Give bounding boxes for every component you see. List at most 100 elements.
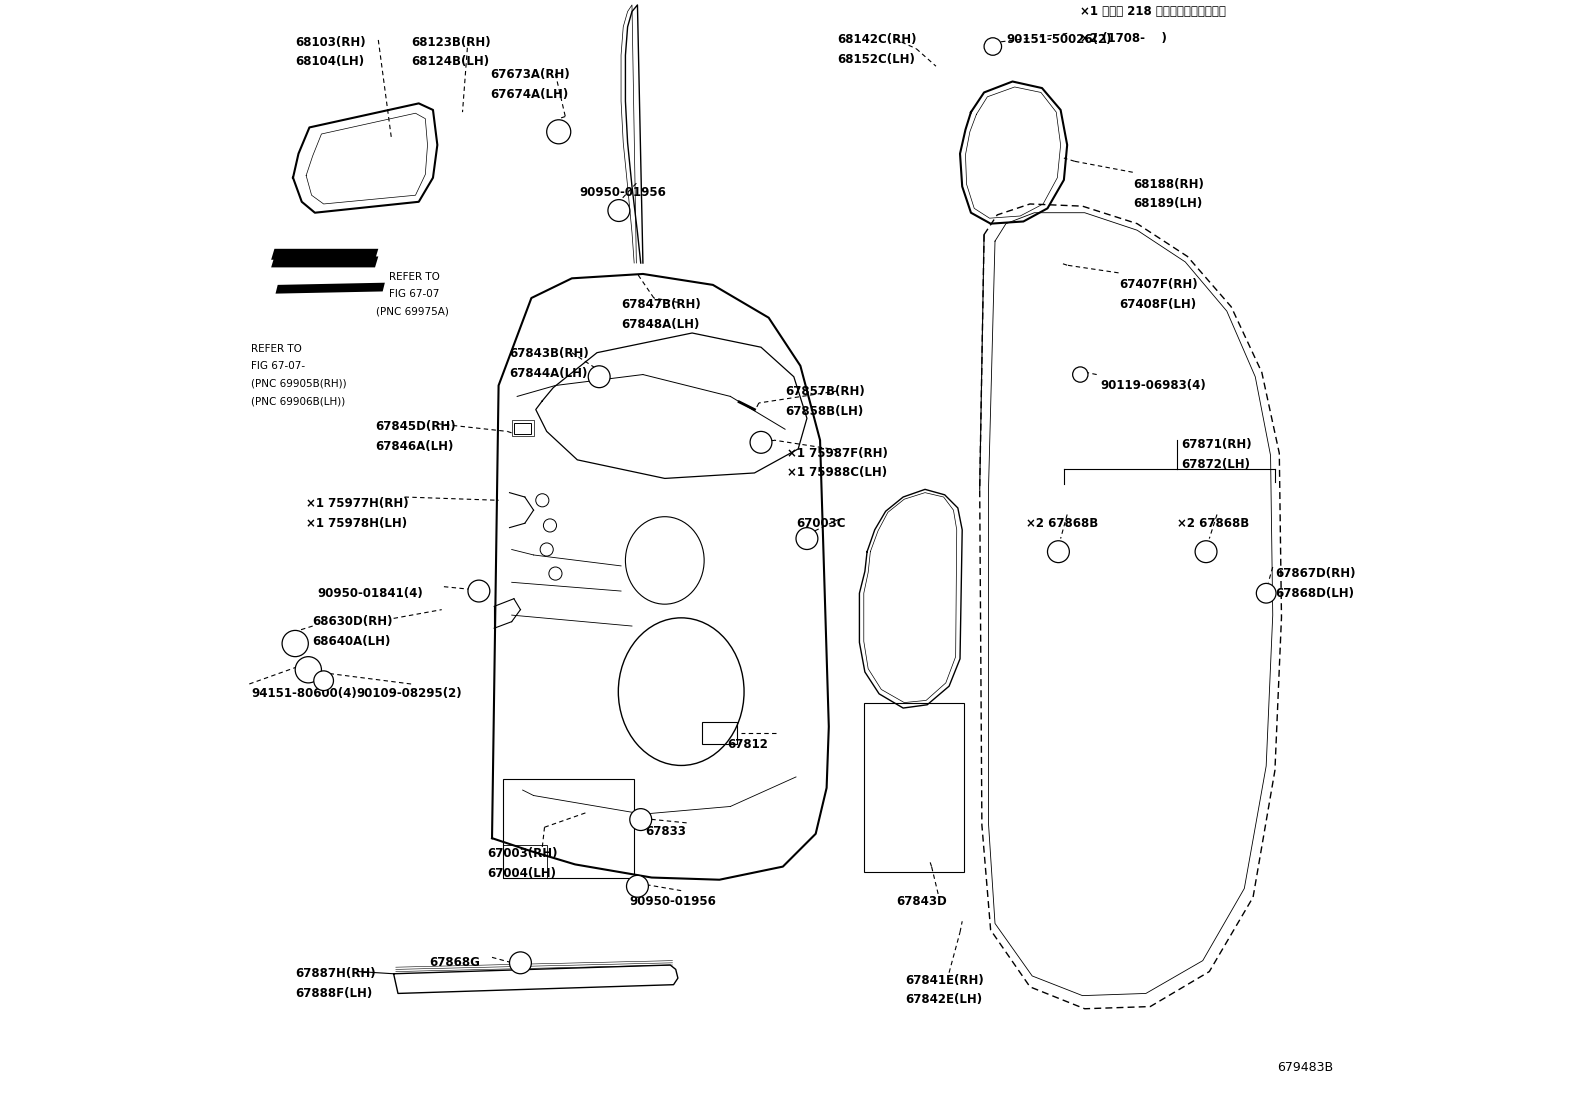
Text: (PNC 69906B(LH)): (PNC 69906B(LH)) bbox=[252, 397, 345, 407]
Circle shape bbox=[540, 543, 554, 556]
Text: 67857B(RH): 67857B(RH) bbox=[785, 386, 864, 399]
Text: 67845D(RH): 67845D(RH) bbox=[376, 421, 455, 433]
Circle shape bbox=[320, 676, 328, 685]
Text: 67841E(RH): 67841E(RH) bbox=[906, 974, 984, 987]
Text: 67888F(LH): 67888F(LH) bbox=[295, 987, 373, 1000]
Text: ×2 67868B: ×2 67868B bbox=[1176, 517, 1248, 530]
Text: 68104(LH): 68104(LH) bbox=[295, 55, 365, 68]
Circle shape bbox=[634, 881, 642, 890]
Text: 67812: 67812 bbox=[728, 737, 767, 751]
Circle shape bbox=[474, 587, 484, 596]
Text: 67868D(LH): 67868D(LH) bbox=[1275, 587, 1353, 600]
Bar bbox=[511, 421, 533, 436]
Text: 68142C(RH): 68142C(RH) bbox=[837, 33, 917, 46]
Text: 90119-06983(4): 90119-06983(4) bbox=[1100, 379, 1205, 392]
Text: (PNC 69975A): (PNC 69975A) bbox=[376, 307, 449, 317]
Circle shape bbox=[615, 207, 622, 215]
Circle shape bbox=[282, 631, 309, 657]
Text: 68152C(LH): 68152C(LH) bbox=[837, 53, 915, 66]
Text: 67844A(LH): 67844A(LH) bbox=[509, 367, 587, 380]
Text: 67871(RH): 67871(RH) bbox=[1181, 439, 1251, 451]
Text: 90109-08295(2): 90109-08295(2) bbox=[357, 687, 462, 700]
Text: 67673A(RH): 67673A(RH) bbox=[490, 68, 570, 81]
Circle shape bbox=[537, 493, 549, 507]
Text: 67842E(LH): 67842E(LH) bbox=[906, 993, 982, 1007]
Text: ×1 75977H(RH): ×1 75977H(RH) bbox=[306, 497, 409, 510]
Text: 90950-01956: 90950-01956 bbox=[630, 895, 716, 908]
Text: ×1 75987F(RH): ×1 75987F(RH) bbox=[788, 446, 888, 459]
Text: 90950-01841(4): 90950-01841(4) bbox=[317, 587, 423, 600]
Polygon shape bbox=[275, 282, 385, 293]
Circle shape bbox=[637, 815, 645, 824]
Circle shape bbox=[608, 200, 630, 222]
Text: REFER TO: REFER TO bbox=[388, 271, 439, 281]
Circle shape bbox=[295, 657, 322, 682]
Text: 68640A(LH): 68640A(LH) bbox=[312, 635, 392, 647]
Text: 67867D(RH): 67867D(RH) bbox=[1275, 567, 1355, 580]
Circle shape bbox=[468, 580, 490, 602]
Polygon shape bbox=[271, 248, 379, 259]
Circle shape bbox=[546, 120, 572, 144]
Text: 68123B(RH): 68123B(RH) bbox=[411, 35, 490, 48]
Text: 68189(LH): 68189(LH) bbox=[1134, 198, 1202, 210]
Text: ×1 75978H(LH): ×1 75978H(LH) bbox=[306, 517, 408, 530]
Circle shape bbox=[630, 809, 651, 831]
Text: 90151-50026(2): 90151-50026(2) bbox=[1006, 33, 1111, 46]
Text: 68103(RH): 68103(RH) bbox=[295, 35, 366, 48]
Text: 68124B(LH): 68124B(LH) bbox=[411, 55, 489, 68]
Circle shape bbox=[756, 437, 766, 447]
Circle shape bbox=[314, 670, 333, 690]
Text: 67887H(RH): 67887H(RH) bbox=[295, 967, 376, 980]
Bar bbox=[503, 779, 634, 877]
Circle shape bbox=[1048, 541, 1070, 563]
Text: 67843B(RH): 67843B(RH) bbox=[509, 347, 589, 360]
Text: 67003C: 67003C bbox=[796, 517, 845, 530]
Circle shape bbox=[802, 534, 812, 543]
Text: 67872(LH): 67872(LH) bbox=[1181, 457, 1250, 470]
Text: ×1 75988C(LH): ×1 75988C(LH) bbox=[788, 466, 887, 479]
Text: REFER TO: REFER TO bbox=[252, 344, 302, 354]
Text: 67833: 67833 bbox=[645, 825, 686, 839]
Text: 679483B: 679483B bbox=[1277, 1062, 1333, 1075]
Text: 67858B(LH): 67858B(LH) bbox=[785, 406, 863, 418]
Text: 67004(LH): 67004(LH) bbox=[487, 867, 557, 879]
Text: 67407F(RH): 67407F(RH) bbox=[1119, 278, 1199, 291]
Text: (PNC 69905B(RH)): (PNC 69905B(RH)) bbox=[252, 379, 347, 389]
Text: ×2 67868B: ×2 67868B bbox=[1025, 517, 1098, 530]
Circle shape bbox=[990, 43, 997, 49]
Text: FIG 67-07-: FIG 67-07- bbox=[252, 362, 306, 371]
Circle shape bbox=[589, 366, 610, 388]
Circle shape bbox=[290, 639, 301, 650]
Text: 68630D(RH): 68630D(RH) bbox=[312, 615, 393, 629]
Text: 67674A(LH): 67674A(LH) bbox=[490, 88, 568, 101]
Circle shape bbox=[1204, 548, 1210, 555]
Circle shape bbox=[1262, 590, 1269, 597]
Circle shape bbox=[796, 528, 818, 550]
Text: ×1 外板色 218 は設定がありません。: ×1 外板色 218 は設定がありません。 bbox=[1081, 5, 1226, 18]
Text: 67868G: 67868G bbox=[430, 956, 481, 969]
Bar bbox=[514, 423, 532, 434]
Circle shape bbox=[627, 875, 648, 897]
Text: 90950-01956: 90950-01956 bbox=[579, 187, 667, 200]
Circle shape bbox=[549, 567, 562, 580]
Text: FIG 67-07: FIG 67-07 bbox=[388, 289, 439, 299]
Circle shape bbox=[1256, 584, 1277, 603]
Text: 68188(RH): 68188(RH) bbox=[1134, 178, 1204, 191]
Circle shape bbox=[750, 432, 772, 453]
Circle shape bbox=[1073, 367, 1087, 382]
Text: ×2 (1708-    ): ×2 (1708- ) bbox=[1081, 32, 1167, 45]
Text: 67847B(RH): 67847B(RH) bbox=[621, 298, 700, 311]
Bar bbox=[702, 722, 737, 744]
Circle shape bbox=[1078, 371, 1084, 378]
Text: 67408F(LH): 67408F(LH) bbox=[1119, 298, 1197, 311]
Text: 67848A(LH): 67848A(LH) bbox=[621, 318, 699, 331]
Text: 67846A(LH): 67846A(LH) bbox=[376, 441, 454, 453]
Circle shape bbox=[594, 371, 605, 382]
Text: 67003(RH): 67003(RH) bbox=[487, 847, 559, 859]
Circle shape bbox=[552, 125, 565, 138]
Text: 67843D: 67843D bbox=[896, 895, 947, 908]
Polygon shape bbox=[271, 256, 379, 267]
Circle shape bbox=[302, 664, 314, 675]
Circle shape bbox=[984, 37, 1001, 55]
Circle shape bbox=[1055, 548, 1062, 555]
